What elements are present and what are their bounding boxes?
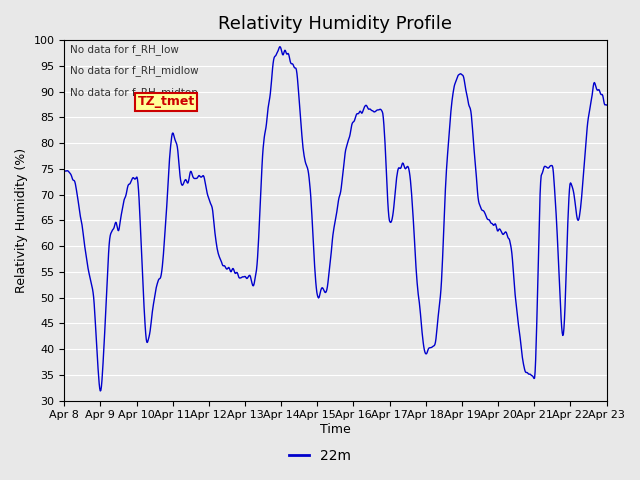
Legend: 22m: 22m bbox=[283, 443, 357, 468]
Text: No data for f_RH_midlow: No data for f_RH_midlow bbox=[70, 65, 198, 76]
Text: TZ_tmet: TZ_tmet bbox=[138, 95, 195, 108]
Text: No data for f_RH_low: No data for f_RH_low bbox=[70, 44, 179, 55]
Y-axis label: Relativity Humidity (%): Relativity Humidity (%) bbox=[15, 148, 28, 293]
Text: No data for f_RH_midtop: No data for f_RH_midtop bbox=[70, 87, 198, 98]
X-axis label: Time: Time bbox=[320, 423, 351, 436]
Title: Relativity Humidity Profile: Relativity Humidity Profile bbox=[218, 15, 452, 33]
